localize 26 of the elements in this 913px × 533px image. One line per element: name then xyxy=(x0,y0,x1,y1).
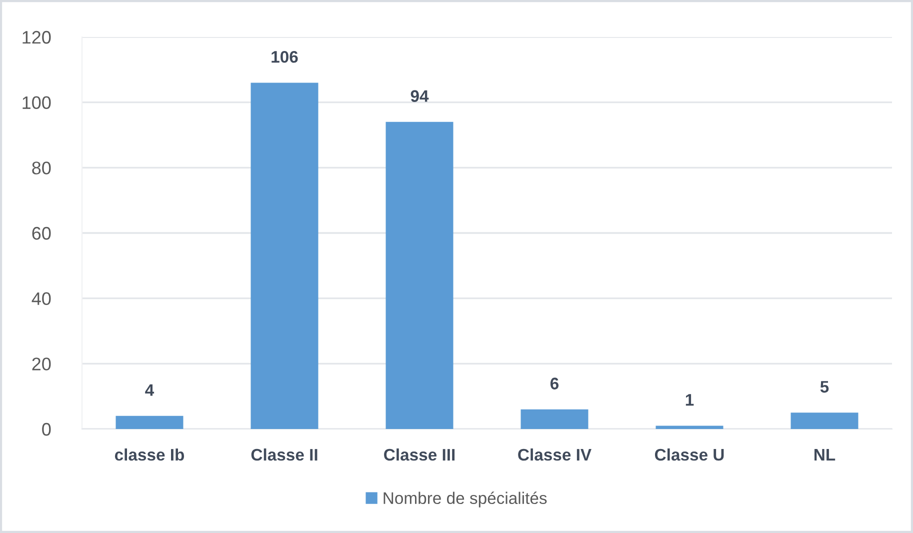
y-tick-label: 0 xyxy=(42,422,51,436)
y-tick-label: 120 xyxy=(22,30,51,44)
x-tick-label: classe Ib xyxy=(114,448,184,461)
data-label: 5 xyxy=(820,381,829,393)
y-tick-label: 60 xyxy=(32,226,51,240)
x-tick-label: NL xyxy=(814,449,836,461)
data-label: 106 xyxy=(272,50,298,63)
x-tick-label: Classe II xyxy=(251,448,318,461)
y-tick-label: 20 xyxy=(32,358,51,370)
x-tick-label: Classe IV xyxy=(518,448,592,461)
bar xyxy=(520,409,588,429)
data-label: 6 xyxy=(550,378,559,390)
bar xyxy=(250,82,318,429)
x-tick-label: Classe III xyxy=(384,448,455,461)
bar xyxy=(386,122,454,429)
x-tick-label: Classe U xyxy=(654,448,724,461)
y-tick-label: 100 xyxy=(22,96,51,110)
data-label: 94 xyxy=(410,90,429,102)
bar xyxy=(116,416,184,429)
y-tick-label: 80 xyxy=(32,162,51,174)
data-label: 4 xyxy=(145,384,154,396)
y-tick-label: 40 xyxy=(32,292,51,306)
bar xyxy=(790,412,858,429)
legend-label: Nombre de spécialités xyxy=(384,492,547,508)
bar xyxy=(656,426,724,429)
data-label: 1 xyxy=(686,394,694,406)
